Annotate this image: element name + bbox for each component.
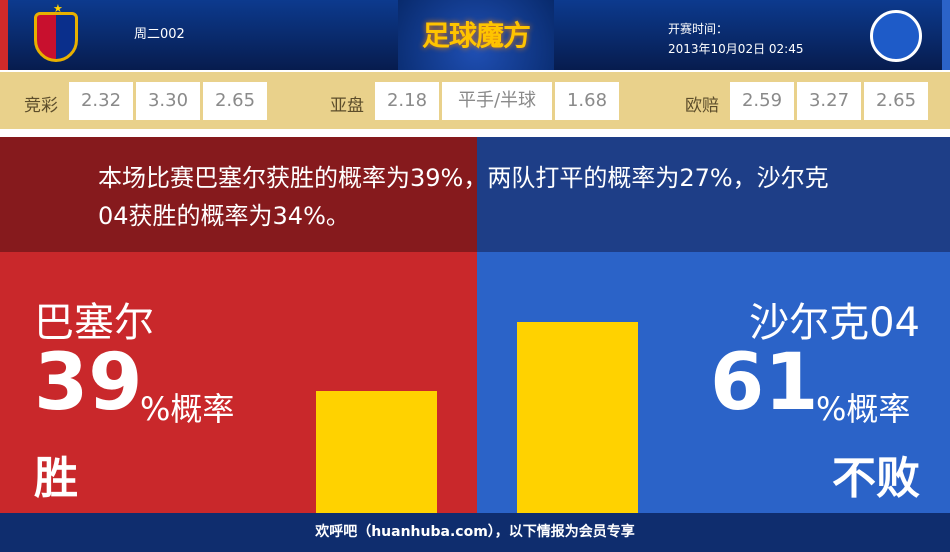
yapan-away: 1.68 bbox=[555, 82, 619, 120]
away-team-name: 沙尔克04 bbox=[749, 300, 920, 346]
summary-text: 本场比赛巴塞尔获胜的概率为39%，两队打平的概率为27%，沙尔克04获胜的概率为… bbox=[98, 164, 829, 230]
app-logo: 足球魔方 bbox=[421, 19, 531, 52]
away-color-strip bbox=[942, 0, 950, 70]
home-panel bbox=[0, 252, 477, 513]
home-result: 胜 bbox=[34, 453, 78, 504]
summary-home-bg bbox=[0, 137, 477, 252]
home-team-name: 巴塞尔 bbox=[34, 300, 154, 346]
away-panel bbox=[477, 252, 950, 513]
jingcai-win: 2.32 bbox=[69, 82, 133, 120]
oupei-draw: 3.27 bbox=[797, 82, 861, 120]
home-team-crest bbox=[34, 12, 78, 62]
jingcai-draw: 3.30 bbox=[136, 82, 200, 120]
odds-bar: 竞彩 2.32 3.30 2.65 亚盘 2.18 平手/半球 1.68 欧赔 … bbox=[0, 72, 950, 129]
yapan-home: 2.18 bbox=[375, 82, 439, 120]
away-result: 不败 bbox=[832, 453, 920, 504]
away-team-crest bbox=[870, 10, 922, 62]
home-probability-bar bbox=[316, 390, 437, 513]
footer-banner[interactable]: 欢呼吧（huanhuba.com），以下情报为会员专享 bbox=[0, 513, 950, 552]
start-time-label: 开赛时间： bbox=[668, 22, 729, 36]
probability-panel: 巴塞尔 39 %概率 胜 沙尔克04 61 %概率 不败 bbox=[0, 252, 950, 513]
away-percent: 61 bbox=[710, 338, 819, 428]
start-time: 2013年10月02日 02:45 bbox=[668, 42, 804, 56]
summary-away-bg bbox=[477, 137, 950, 252]
home-percent-unit: %概率 bbox=[140, 390, 235, 428]
star-icon: ★ bbox=[53, 2, 63, 15]
oupei-lose: 2.65 bbox=[864, 82, 928, 120]
oupei-label: 欧赔 bbox=[685, 96, 719, 116]
oupei-win: 2.59 bbox=[730, 82, 794, 120]
home-percent: 39 bbox=[34, 338, 143, 428]
probability-summary: 本场比赛巴塞尔获胜的概率为39%，两队打平的概率为27%，沙尔克04获胜的概率为… bbox=[0, 137, 950, 252]
jingcai-label: 竞彩 bbox=[24, 96, 58, 116]
away-probability-bar bbox=[517, 322, 638, 513]
match-number: 周二002 bbox=[134, 27, 185, 42]
home-color-strip bbox=[0, 0, 8, 70]
yapan-label: 亚盘 bbox=[330, 96, 364, 116]
match-header: ★ 周二002 足球魔方 开赛时间： 2013年10月02日 02:45 bbox=[0, 0, 950, 70]
jingcai-lose: 2.65 bbox=[203, 82, 267, 120]
away-percent-unit: %概率 bbox=[816, 390, 911, 428]
yapan-handicap: 平手/半球 bbox=[442, 82, 552, 120]
logo-area: 足球魔方 bbox=[398, 0, 554, 70]
